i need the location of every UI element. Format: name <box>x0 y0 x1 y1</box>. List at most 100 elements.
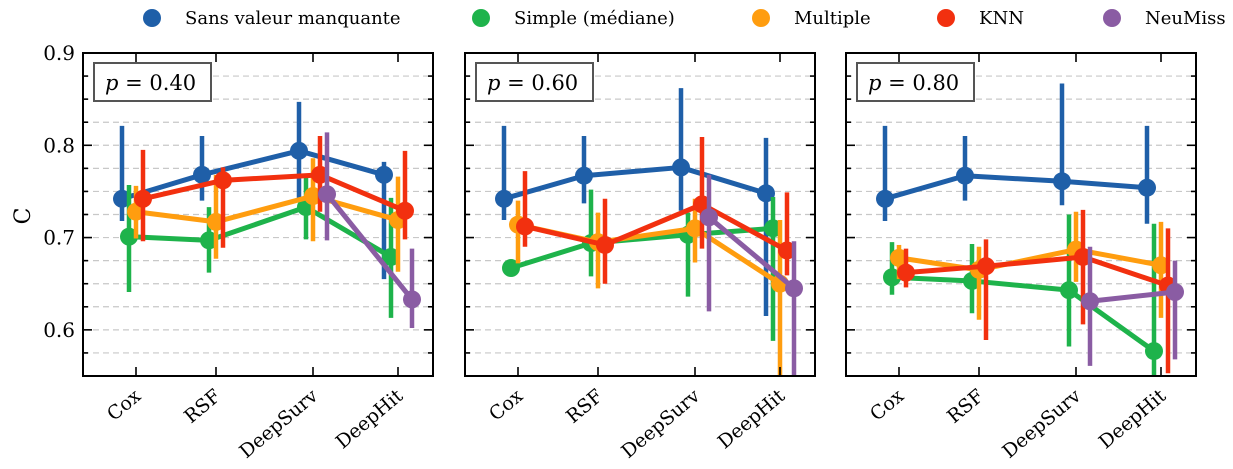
data-point <box>757 184 775 203</box>
data-point <box>700 208 718 227</box>
series-neumiss <box>700 174 803 376</box>
x-tick-label: DeepHit <box>1095 385 1171 454</box>
x-tick-label: DeepHit <box>714 385 790 454</box>
panel: Cox RSF DeepSurv DeepHit p = 0.80 <box>845 52 1197 463</box>
data-point <box>1166 283 1184 302</box>
data-point <box>193 165 211 184</box>
data-point <box>403 290 421 309</box>
legend-item: Simple (médiane) <box>472 8 675 29</box>
p-annotation-box <box>856 62 975 102</box>
series-line <box>503 164 767 202</box>
p-equals: = <box>500 71 531 95</box>
y-ticks <box>83 53 433 376</box>
data-point <box>214 171 232 190</box>
x-tick-label: RSF <box>562 385 607 428</box>
p-annotation-box <box>93 62 212 102</box>
data-point <box>382 247 400 266</box>
series-sans-valeur-manquante <box>876 83 1156 224</box>
p-value: 0.60 <box>531 71 578 95</box>
data-point <box>318 185 336 204</box>
p-annotation-text: p = 0.60 <box>487 71 578 95</box>
x-tick-label: DeepSurv <box>998 385 1085 463</box>
series-line <box>898 247 1162 273</box>
series-knn <box>516 136 796 284</box>
data-point <box>883 268 901 287</box>
data-point <box>686 219 704 238</box>
series-simple-m-diane- <box>120 176 400 318</box>
series-line <box>325 192 414 301</box>
data-point <box>290 141 308 160</box>
plot-area <box>495 88 803 376</box>
series-neumiss <box>1081 246 1184 366</box>
legend-item: Sans valeur manquante <box>143 8 401 29</box>
series-line <box>1089 289 1176 304</box>
data-point <box>502 259 520 278</box>
series-line <box>524 201 789 253</box>
p-symbol: p <box>105 71 118 95</box>
y-axis-label: C <box>11 208 36 225</box>
data-point <box>890 248 908 267</box>
data-point <box>200 231 218 250</box>
data-point <box>396 201 414 220</box>
series-line <box>884 173 1148 202</box>
legend-marker <box>1103 9 1121 27</box>
x-tick-label: DeepSurv <box>617 385 704 463</box>
p-annotation-text: p = 0.40 <box>105 71 196 95</box>
y-ticks <box>846 53 1196 376</box>
x-tick-label: RSF <box>943 385 988 428</box>
p-value: 0.40 <box>149 71 196 95</box>
series-multiple <box>890 211 1170 320</box>
data-point <box>311 165 329 184</box>
x-tick-label: DeepHit <box>332 385 408 454</box>
data-point <box>495 189 513 208</box>
series-neumiss <box>318 132 421 329</box>
series-knn <box>897 209 1177 374</box>
data-point <box>876 189 894 208</box>
p-equals: = <box>118 71 149 95</box>
data-point <box>134 189 152 208</box>
legend-item: Multiple <box>752 8 871 29</box>
data-point <box>1060 281 1078 300</box>
data-point <box>375 165 393 184</box>
data-point <box>207 212 225 231</box>
legend-label: Sans valeur manquante <box>185 8 401 29</box>
legend-marker <box>752 9 770 27</box>
data-point <box>304 187 322 206</box>
gridlines <box>846 75 1196 354</box>
legend: Sans valeur manquante Simple (médiane) Mul… <box>143 8 1226 29</box>
x-tick-label: Cox <box>485 385 527 426</box>
data-point <box>1138 178 1156 197</box>
x-tick-label: DeepSurv <box>235 385 322 463</box>
series-line <box>707 215 796 291</box>
x-tick-label: RSF <box>180 385 225 428</box>
data-point <box>1074 247 1092 266</box>
panel: Cox RSF DeepSurv DeepHit p = 0.60 <box>464 52 816 463</box>
y-tick-label: 0.7 <box>43 226 75 250</box>
series-simple-m-diane- <box>502 189 782 341</box>
data-point <box>120 227 138 246</box>
data-point <box>778 241 796 260</box>
data-point <box>1152 256 1170 275</box>
series-sans-valeur-manquante <box>113 101 393 280</box>
p-annotation-box <box>475 62 594 102</box>
data-point <box>785 279 803 298</box>
series-line <box>121 148 385 202</box>
p-symbol: p <box>487 71 500 95</box>
data-point <box>956 166 974 185</box>
p-value: 0.80 <box>912 71 959 95</box>
series-line <box>905 254 1169 288</box>
legend-marker <box>143 9 161 27</box>
panel: 0.6 0.7 0.8 0.9 Cox RSF DeepSurv DeepHit p = 0.4… <box>43 41 434 463</box>
p-annotation: p = 0.80 <box>856 62 975 102</box>
series-line <box>142 172 406 214</box>
data-point <box>897 263 915 282</box>
data-point <box>113 189 131 208</box>
series-line <box>891 274 1156 354</box>
legend-marker <box>472 9 490 27</box>
series-simple-m-diane- <box>883 214 1163 376</box>
series-line <box>135 193 399 225</box>
p-equals: = <box>881 71 912 95</box>
legend-item: NeuMiss <box>1103 8 1226 29</box>
p-symbol: p <box>868 71 881 95</box>
